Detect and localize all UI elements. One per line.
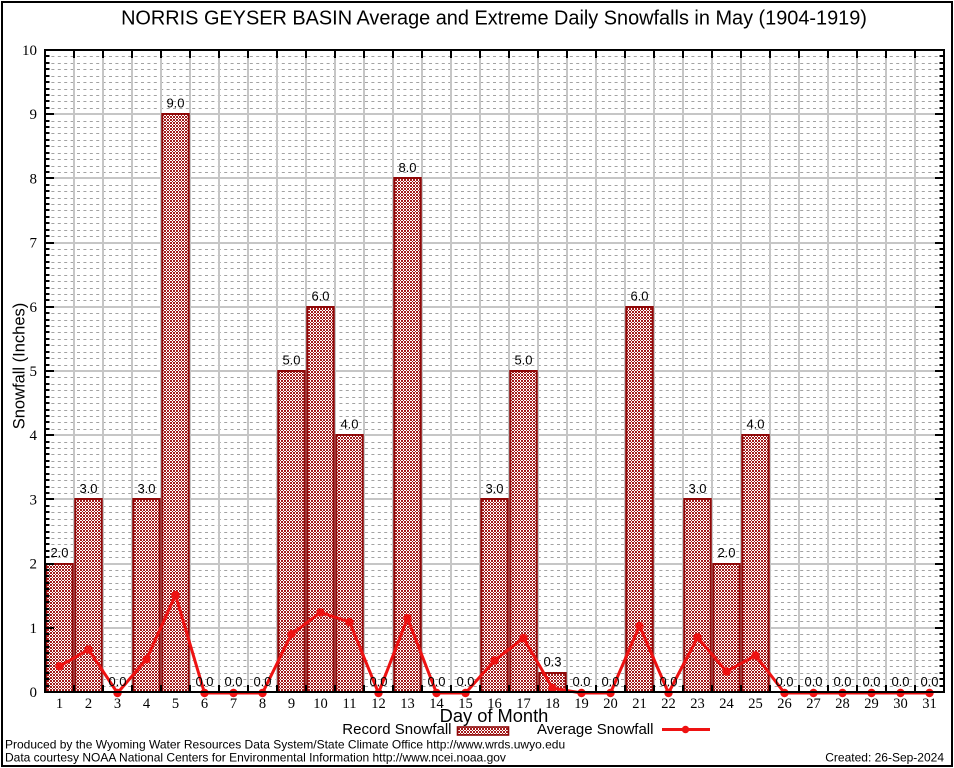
- svg-text:6.0: 6.0: [630, 288, 648, 303]
- svg-text:0.3: 0.3: [543, 654, 561, 669]
- svg-text:12: 12: [371, 696, 386, 712]
- svg-text:31: 31: [922, 696, 937, 712]
- svg-text:21: 21: [632, 696, 647, 712]
- svg-text:11: 11: [343, 696, 357, 712]
- svg-text:9: 9: [30, 107, 38, 123]
- svg-text:4.0: 4.0: [340, 417, 358, 432]
- svg-text:26: 26: [777, 696, 792, 712]
- svg-text:0.0: 0.0: [862, 674, 880, 689]
- svg-text:1: 1: [30, 621, 38, 637]
- svg-text:Record Snowfall: Record Snowfall: [342, 721, 451, 738]
- svg-text:1: 1: [56, 696, 63, 712]
- svg-text:Snowfall (Inches): Snowfall (Inches): [11, 303, 29, 430]
- svg-text:0.0: 0.0: [456, 674, 474, 689]
- svg-text:9: 9: [288, 696, 295, 712]
- svg-text:3.0: 3.0: [688, 481, 706, 496]
- svg-text:3.0: 3.0: [79, 481, 97, 496]
- svg-text:8: 8: [259, 696, 266, 712]
- svg-text:5.0: 5.0: [282, 353, 300, 368]
- svg-text:0.0: 0.0: [195, 674, 213, 689]
- svg-text:30: 30: [893, 696, 908, 712]
- svg-text:15: 15: [458, 696, 473, 712]
- svg-text:5.0: 5.0: [514, 353, 532, 368]
- svg-text:0.0: 0.0: [601, 674, 619, 689]
- svg-text:27: 27: [806, 696, 821, 712]
- svg-text:8: 8: [30, 171, 38, 187]
- svg-text:20: 20: [603, 696, 618, 712]
- svg-text:10: 10: [313, 696, 328, 712]
- svg-text:3: 3: [114, 696, 121, 712]
- svg-text:0.0: 0.0: [804, 674, 822, 689]
- svg-text:0.0: 0.0: [224, 674, 242, 689]
- svg-text:0.0: 0.0: [572, 674, 590, 689]
- svg-text:9.0: 9.0: [166, 96, 184, 111]
- svg-text:0.0: 0.0: [891, 674, 909, 689]
- svg-text:NORRIS GEYSER BASIN Average an: NORRIS GEYSER BASIN Average and Extreme …: [121, 8, 867, 30]
- svg-text:Day of Month: Day of Month: [440, 705, 549, 726]
- svg-text:0.0: 0.0: [833, 674, 851, 689]
- svg-text:4.0: 4.0: [746, 417, 764, 432]
- svg-text:13: 13: [400, 696, 415, 712]
- svg-text:14: 14: [429, 696, 444, 712]
- svg-text:3.0: 3.0: [137, 481, 155, 496]
- svg-text:19: 19: [574, 696, 589, 712]
- svg-text:7: 7: [30, 236, 38, 252]
- svg-text:0.0: 0.0: [775, 674, 793, 689]
- svg-text:2.0: 2.0: [717, 545, 735, 560]
- svg-text:10: 10: [22, 43, 37, 59]
- svg-text:2: 2: [85, 696, 92, 712]
- svg-text:3.0: 3.0: [485, 481, 503, 496]
- svg-text:Created: 26-Sep-2024: Created: 26-Sep-2024: [825, 751, 944, 765]
- svg-text:6: 6: [201, 696, 208, 712]
- svg-text:5: 5: [30, 364, 38, 380]
- svg-text:0.0: 0.0: [369, 674, 387, 689]
- svg-text:4: 4: [143, 696, 151, 712]
- svg-text:22: 22: [661, 696, 676, 712]
- svg-text:5: 5: [172, 696, 179, 712]
- svg-text:0.0: 0.0: [659, 674, 677, 689]
- svg-text:Average Snowfall: Average Snowfall: [537, 721, 653, 738]
- svg-text:17: 17: [516, 696, 531, 712]
- svg-text:0.0: 0.0: [253, 674, 271, 689]
- svg-text:6.0: 6.0: [311, 288, 329, 303]
- svg-text:8.0: 8.0: [398, 160, 416, 175]
- svg-text:2: 2: [30, 557, 38, 573]
- svg-text:Data courtesy NOAA National Ce: Data courtesy NOAA National Centers for …: [5, 751, 506, 765]
- svg-text:23: 23: [690, 696, 705, 712]
- svg-text:2.0: 2.0: [50, 545, 68, 560]
- svg-text:25: 25: [748, 696, 763, 712]
- svg-text:6: 6: [30, 300, 38, 316]
- svg-text:29: 29: [864, 696, 879, 712]
- svg-text:7: 7: [230, 696, 237, 712]
- svg-text:0: 0: [30, 685, 38, 701]
- svg-text:Produced by the Wyoming Water: Produced by the Wyoming Water Resources …: [5, 738, 565, 752]
- svg-text:3: 3: [30, 492, 38, 508]
- svg-text:0.0: 0.0: [920, 674, 938, 689]
- svg-text:16: 16: [487, 696, 502, 712]
- svg-text:0.0: 0.0: [427, 674, 445, 689]
- svg-text:28: 28: [835, 696, 850, 712]
- svg-text:4: 4: [30, 428, 38, 444]
- svg-text:24: 24: [719, 696, 734, 712]
- svg-text:0.0: 0.0: [108, 674, 126, 689]
- svg-text:18: 18: [545, 696, 560, 712]
